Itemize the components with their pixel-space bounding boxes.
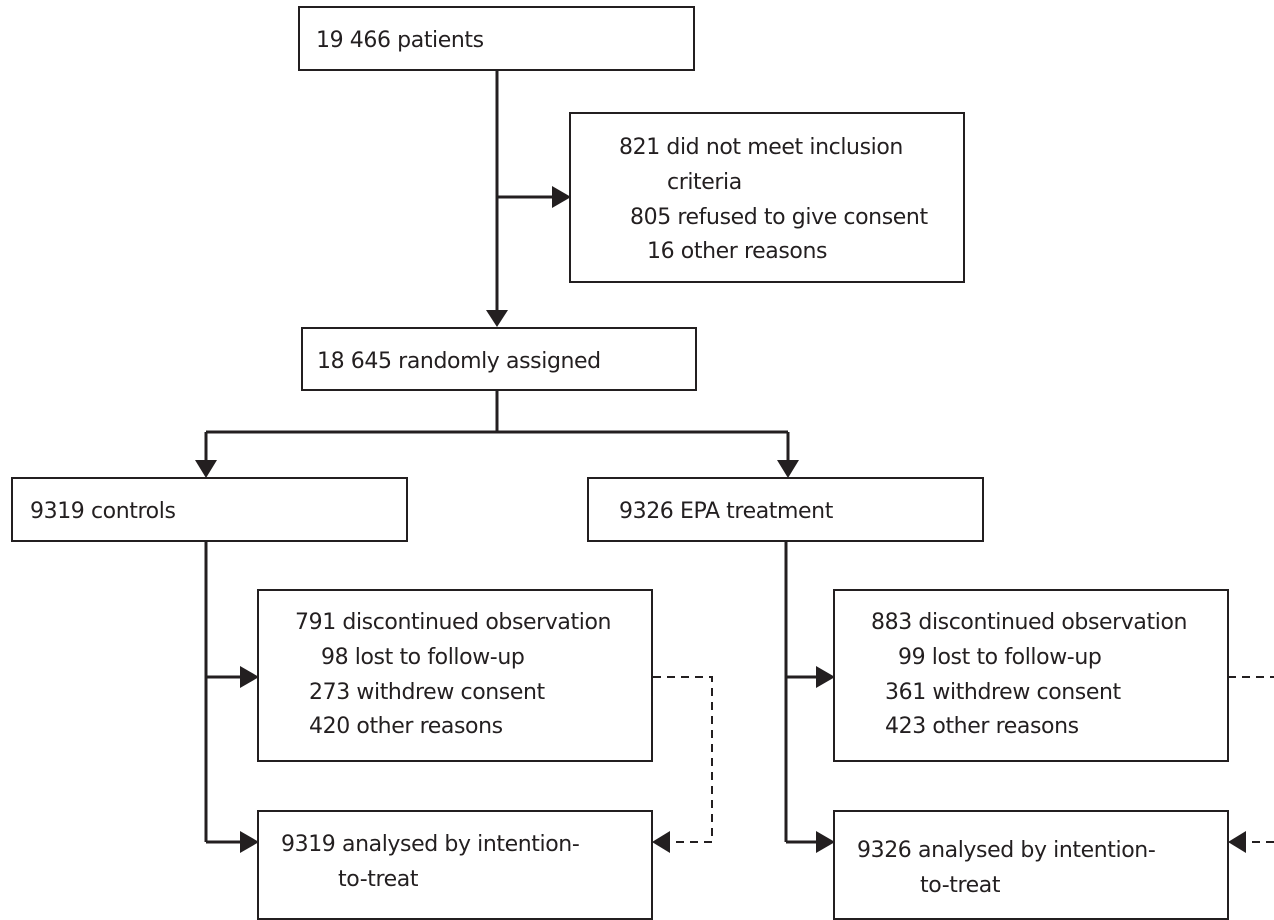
controls-box: 9319 controls — [11, 477, 408, 542]
epa-discontinued-line-2: 99 lost to follow-up — [898, 645, 1102, 670]
connector-controls-trunk — [204, 542, 240, 844]
excluded-line-1: 821 did not meet inclusion — [619, 135, 903, 160]
arrowhead-epa-dashed — [1228, 831, 1246, 853]
excluded-box: 821 did not meet inclusion criteria 805 … — [569, 112, 965, 283]
epa-discontinued-line-3: 361 withdrew consent — [885, 680, 1121, 705]
dashed-controls-return — [653, 676, 713, 843]
excluded-line-4: 16 other reasons — [647, 239, 828, 264]
controls-analysed-box: 9319 analysed by intention- to-treat — [257, 810, 653, 920]
controls-analysed-line-1: 9319 analysed by intention- — [281, 832, 580, 857]
excluded-line-3: 805 refused to give consent — [630, 205, 928, 230]
screening-label: 19 466 patients — [316, 28, 484, 53]
epa-box: 9326 EPA treatment — [587, 477, 984, 542]
controls-discontinued-line-2: 98 lost to follow-up — [321, 645, 525, 670]
excluded-line-2: criteria — [667, 170, 742, 195]
randomised-label: 18 645 randomly assigned — [317, 349, 601, 374]
connector-epa-trunk — [784, 542, 818, 844]
epa-analysed-line-1: 9326 analysed by intention- — [857, 838, 1156, 863]
arrowhead-controls — [195, 460, 217, 478]
controls-analysed-line-2: to-treat — [338, 867, 419, 892]
arrowhead-epa-discontinued — [816, 666, 835, 688]
epa-discontinued-line-4: 423 other reasons — [885, 714, 1079, 739]
arrowhead-controls-dashed — [652, 831, 670, 853]
arrowhead-epa — [777, 460, 799, 478]
arrowhead-excluded — [552, 186, 571, 208]
controls-discontinued-box: 791 discontinued observation 98 lost to … — [257, 589, 653, 762]
controls-discontinued-line-4: 420 other reasons — [309, 714, 503, 739]
arrowhead-randomised — [486, 310, 508, 327]
epa-analysed-box: 9326 analysed by intention- to-treat — [833, 810, 1229, 920]
epa-discontinued-line-1: 883 discontinued observation — [871, 610, 1188, 635]
screening-box: 19 466 patients — [298, 6, 695, 71]
controls-label: 9319 controls — [30, 499, 176, 524]
connector-randomised-split — [204, 390, 790, 463]
epa-analysed-line-2: to-treat — [920, 873, 1001, 898]
dashed-epa-return — [1228, 676, 1274, 843]
epa-discontinued-box: 883 discontinued observation 99 lost to … — [833, 589, 1229, 762]
arrowhead-controls-analysed — [240, 831, 259, 853]
controls-discontinued-line-1: 791 discontinued observation — [295, 610, 612, 635]
arrowhead-controls-discontinued — [240, 666, 259, 688]
arrowhead-epa-analysed — [816, 831, 835, 853]
randomised-box: 18 645 randomly assigned — [301, 327, 697, 391]
epa-label: 9326 EPA treatment — [619, 499, 833, 524]
controls-discontinued-line-3: 273 withdrew consent — [309, 680, 545, 705]
